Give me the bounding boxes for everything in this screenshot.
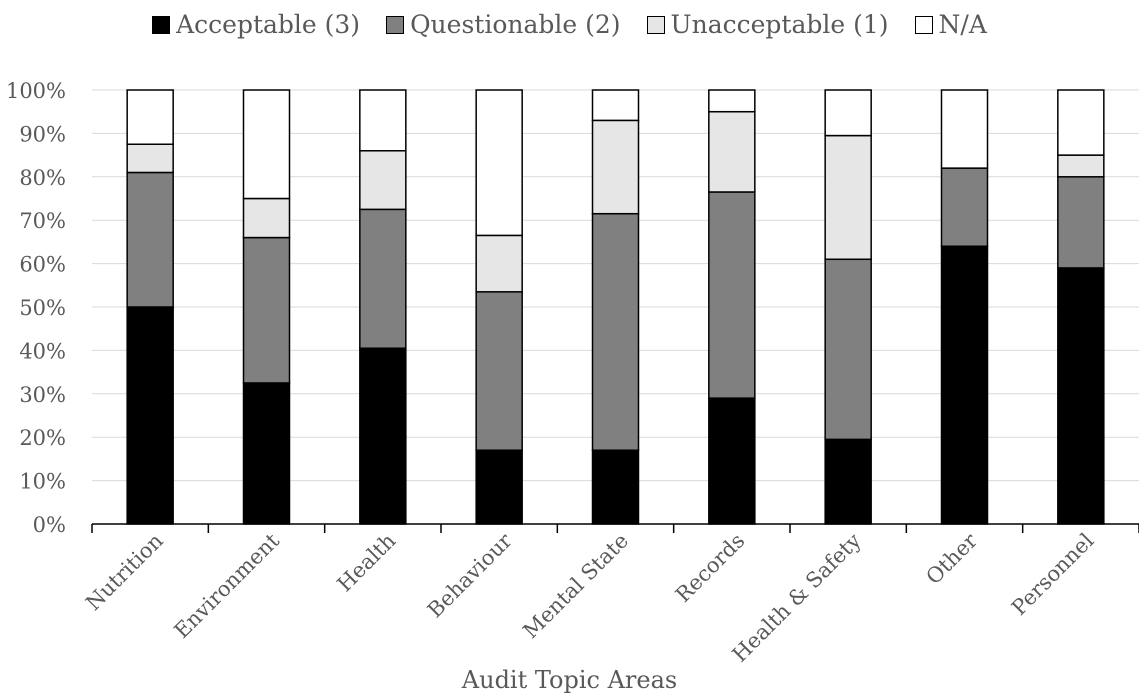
bar-segment [591,89,640,122]
bar-segment [940,89,989,169]
legend-item-na[interactable]: N/A [914,10,987,39]
bar-segment [708,397,756,525]
bar-segment [708,89,756,113]
bar-segment [359,347,407,525]
x-tick-label: Health & Safety [728,528,866,666]
bar-segment [940,167,989,247]
bar-segment [708,191,756,399]
x-tick-label: Records [671,529,749,607]
y-tick-label: 100% [6,79,66,103]
bar-segment [359,208,407,349]
bar-segment [824,134,872,261]
x-tick-label: Health [333,529,401,597]
legend-swatch-questionable [386,15,405,34]
bar-segment [475,291,523,451]
y-tick-label: 80% [19,166,66,190]
bar-segment [1057,89,1105,156]
y-tick-label: 70% [19,209,66,233]
y-tick-label: 20% [19,426,66,450]
x-axis [91,523,1139,533]
bar-segment [126,143,174,174]
bar-segment [242,197,291,239]
bar-segment [126,171,174,308]
y-tick-label: 50% [19,296,66,320]
bar-segment [242,236,291,384]
legend-label-acceptable: Acceptable (3) [176,10,361,39]
bar-segment [242,89,291,200]
x-axis-title: Audit Topic Areas [461,666,678,694]
bar-segment [591,119,640,215]
bar-segment [359,150,407,211]
y-tick-label: 10% [19,470,66,494]
bar-segment [940,245,989,525]
legend-label-questionable: Questionable (2) [410,10,621,39]
bar-segment [708,110,756,193]
bar-segment [1057,154,1105,178]
bar-segment [1057,176,1105,269]
legend-item-unacceptable[interactable]: Unacceptable (1) [646,10,889,39]
bar-segment [591,449,640,525]
y-tick-label: 90% [19,122,66,146]
bar-segment [126,306,174,525]
legend-swatch-na [914,15,933,34]
bar-segment [591,212,640,451]
legend-label-unacceptable: Unacceptable (1) [670,10,889,39]
x-tick-label: Personnel [1007,528,1099,620]
x-tick-label: Behaviour [423,528,518,623]
bar-segment [824,258,872,441]
bar-segment [824,89,872,137]
bar-segment [475,89,523,237]
x-tick-label: Other [921,528,982,589]
bar-segment [475,449,523,525]
y-tick-label: 0% [33,513,66,537]
legend-item-questionable[interactable]: Questionable (2) [386,10,621,39]
bar-segment [242,382,291,525]
legend-swatch-unacceptable [646,15,665,34]
bar-segment [359,89,407,152]
chart-legend: Acceptable (3) Questionable (2) Unaccept… [0,10,1139,39]
legend-swatch-acceptable [152,15,171,34]
legend-label-na: N/A [938,10,987,39]
bar-segment [126,89,174,145]
x-tick-label: Mental State [518,529,633,644]
bar-segment [475,234,523,293]
x-tick-label: Nutrition [81,529,168,616]
y-axis-ticks: 0% 10% 20% 30% 40% 50% 60% 70% 80% 90% 100% [6,79,66,537]
legend-item-acceptable[interactable]: Acceptable (3) [152,10,360,39]
bar-segment [1057,267,1105,525]
x-axis-labels: Nutrition Environment Health Behaviour Menta… [81,528,1098,667]
x-tick-label: Environment [170,528,285,643]
y-tick-label: 60% [19,253,66,277]
bars [126,89,1105,525]
bar-segment [824,438,872,525]
y-tick-label: 30% [19,383,66,407]
y-tick-label: 40% [19,339,66,363]
